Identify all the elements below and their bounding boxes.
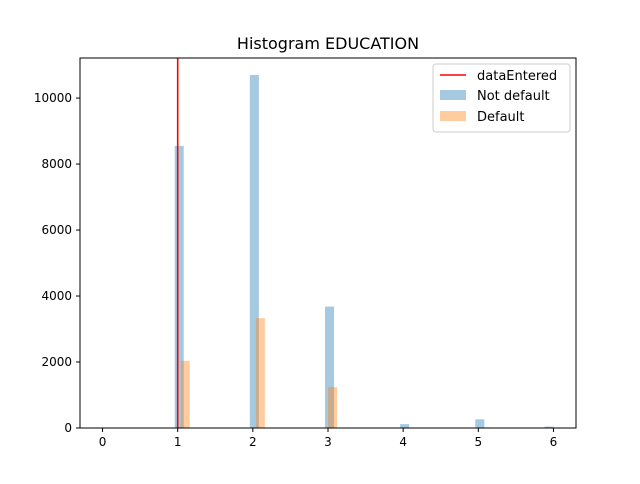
- legend-swatch-default: [440, 111, 466, 121]
- y-tick-label: 0: [64, 421, 72, 435]
- legend-swatch-not-default: [440, 90, 466, 100]
- legend-label-not-default: Not default: [477, 89, 550, 104]
- x-tick-label: 5: [474, 435, 482, 449]
- legend-label-default: Default: [477, 110, 525, 125]
- histogram-bar-default: [328, 387, 337, 428]
- y-tick-label: 10000: [34, 91, 72, 105]
- y-tick-label: 6000: [41, 223, 72, 237]
- x-tick-label: 1: [174, 435, 182, 449]
- y-tick-label: 4000: [41, 289, 72, 303]
- x-tick-label: 2: [249, 435, 257, 449]
- x-tick-label: 4: [399, 435, 407, 449]
- histogram-bar-default: [256, 318, 265, 428]
- y-tick-label: 8000: [41, 157, 72, 171]
- legend-label-data-entered: dataEntered: [477, 69, 557, 84]
- x-tick-label: 6: [550, 435, 558, 449]
- y-tick-label: 2000: [41, 355, 72, 369]
- histogram-bar-default: [181, 361, 190, 428]
- x-tick-label: 3: [324, 435, 332, 449]
- histogram-bar-not-default: [475, 419, 484, 428]
- histogram-bar-not-default: [400, 424, 409, 428]
- legend: dataEntered Not default Default: [433, 64, 570, 132]
- chart-title: Histogram EDUCATION: [237, 34, 419, 53]
- x-tick-label: 0: [99, 435, 107, 449]
